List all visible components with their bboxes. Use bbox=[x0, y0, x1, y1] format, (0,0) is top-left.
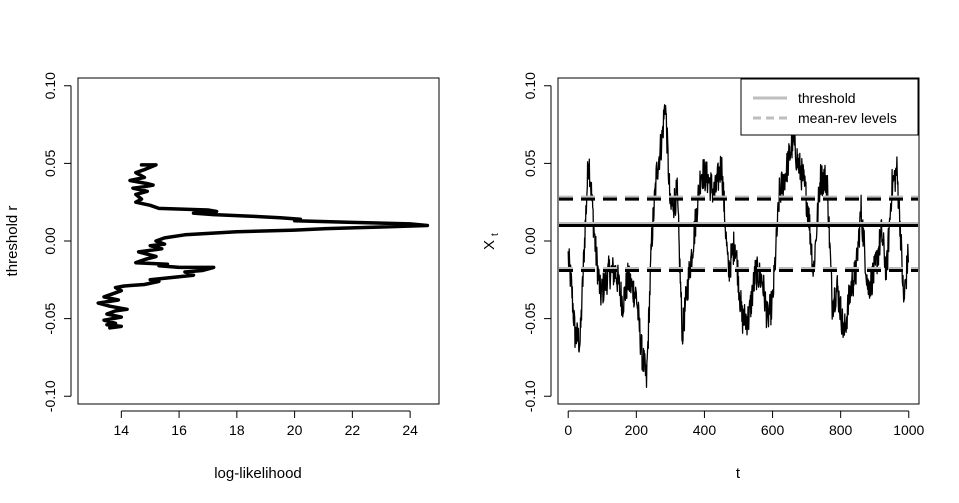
right-y-axis-title-subscript: t bbox=[490, 233, 501, 236]
left-y-tick-label: -0.10 bbox=[42, 380, 58, 412]
legend-label-mean-rev-levels: mean-rev levels bbox=[798, 110, 897, 126]
right-y-axis-title: X t bbox=[481, 233, 501, 250]
left-y-axis-title: threshold r bbox=[4, 206, 21, 277]
legend-box bbox=[740, 78, 919, 136]
legend: threshold mean-rev levels bbox=[740, 78, 919, 136]
process-series-line bbox=[567, 104, 910, 388]
right-x-axis: 0 200 400 600 800 1000 bbox=[564, 410, 925, 438]
right-y-tick-label: 0.05 bbox=[522, 150, 538, 177]
left-y-tick-label: 0.00 bbox=[42, 227, 58, 254]
left-x-axis: 14 16 18 20 22 24 bbox=[114, 410, 418, 438]
left-x-tick-label: 24 bbox=[402, 422, 418, 438]
left-panel: 14 16 18 20 22 24 -0.10 -0.05 0.00 0.05 0.10 log-… bbox=[4, 72, 440, 482]
right-y-tick-label: -0.10 bbox=[522, 380, 538, 412]
right-x-tick-label: 400 bbox=[693, 422, 717, 438]
right-plot-frame bbox=[557, 77, 920, 405]
right-x-tick-label: 200 bbox=[625, 422, 649, 438]
left-x-tick-label: 14 bbox=[114, 422, 130, 438]
left-x-tick-label: 16 bbox=[171, 422, 187, 438]
right-y-tick-label: 0.00 bbox=[522, 227, 538, 254]
right-time-series bbox=[567, 104, 910, 388]
profile-likelihood-line bbox=[96, 163, 430, 330]
left-y-tick-label: 0.05 bbox=[42, 150, 58, 177]
left-x-axis-title: log-likelihood bbox=[214, 465, 302, 482]
right-y-tick-label: 0.10 bbox=[522, 72, 538, 99]
right-y-axis-title-main: X bbox=[481, 240, 498, 250]
left-x-tick-label: 18 bbox=[229, 422, 245, 438]
right-x-tick-label: 800 bbox=[829, 422, 853, 438]
left-y-tick-label: -0.05 bbox=[42, 302, 58, 334]
left-y-axis: -0.10 -0.05 0.00 0.05 0.10 bbox=[42, 72, 72, 412]
right-x-tick-label: 0 bbox=[564, 422, 572, 438]
left-y-tick-label: 0.10 bbox=[42, 72, 58, 99]
right-x-tick-label: 600 bbox=[761, 422, 785, 438]
right-y-tick-label: -0.05 bbox=[522, 302, 538, 334]
left-x-tick-label: 22 bbox=[345, 422, 361, 438]
legend-label-threshold: threshold bbox=[798, 90, 856, 106]
right-y-axis: -0.10 -0.05 0.00 0.05 0.10 bbox=[522, 72, 552, 412]
right-x-axis-title: t bbox=[736, 465, 741, 482]
right-reference-lines bbox=[559, 195, 918, 272]
right-x-tick-label: 1000 bbox=[893, 422, 924, 438]
right-panel: 0 200 400 600 800 1000 -0.10 -0.05 0.00 0.05 0.10… bbox=[481, 72, 925, 482]
left-plot-frame bbox=[77, 77, 440, 405]
left-x-tick-label: 20 bbox=[287, 422, 303, 438]
left-profile-series bbox=[96, 163, 430, 330]
